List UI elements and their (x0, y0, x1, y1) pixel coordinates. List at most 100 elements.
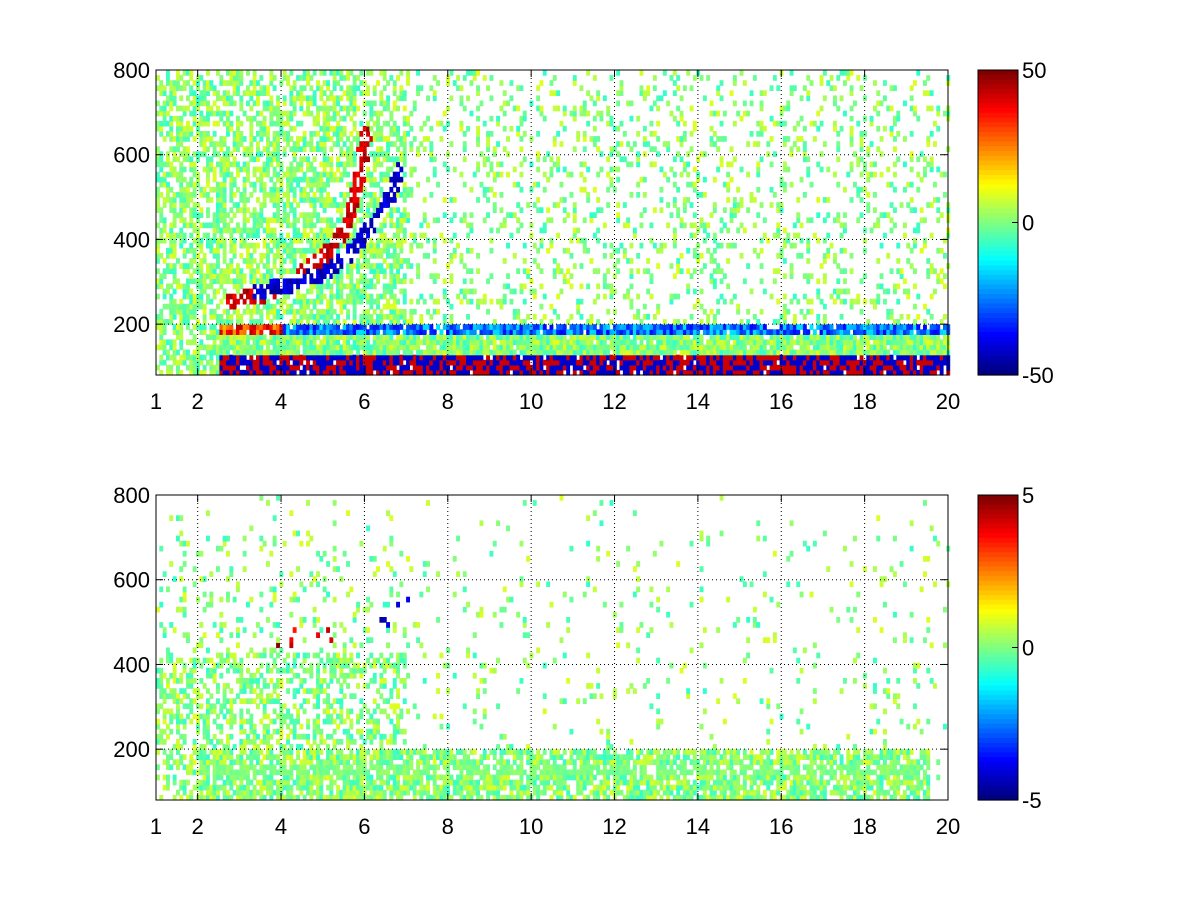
heatmap-cells-bottom (156, 495, 951, 801)
colorbar-swatch (978, 514, 1018, 520)
colorbar-swatch (978, 327, 1018, 333)
colorbar-swatch (978, 747, 1018, 753)
x-axis-top: 1 2 4 6 8 10 12 14 16 18 20 (150, 70, 960, 414)
colorbar-swatch (978, 609, 1018, 615)
colorbar-swatch (978, 647, 1018, 653)
y-tick-label: 200 (113, 737, 150, 762)
colorbar-swatch (978, 566, 1018, 572)
colorbar-swatch (978, 718, 1018, 725)
colorbar-swatch (978, 179, 1018, 185)
colorbar-swatch (978, 495, 1018, 501)
colorbar-swatch (978, 785, 1018, 792)
x-tick-label: 10 (519, 814, 543, 839)
colorbar-swatch (978, 255, 1018, 262)
colorbar-swatch (978, 108, 1018, 114)
colorbar-swatch (978, 661, 1018, 668)
colorbar-swatch (978, 236, 1018, 243)
colorbar-swatch (978, 184, 1018, 190)
colorbar-swatch (978, 274, 1018, 281)
x-tick-label: 12 (602, 389, 626, 414)
x-tick-label: 2 (192, 814, 204, 839)
colorbar-swatch (978, 599, 1018, 606)
plot-frame-top (155, 69, 949, 376)
colorbar-label: 5 (1022, 483, 1034, 508)
colorbar-swatch (978, 518, 1018, 525)
colorbar-swatch (978, 561, 1018, 568)
colorbar-swatch (978, 265, 1018, 271)
colorbar-swatch (978, 146, 1018, 152)
x-tick-label: 10 (519, 389, 543, 414)
heatmap-cells-top (156, 70, 951, 376)
y-tick-label: 200 (113, 312, 150, 337)
colorbar-swatch (978, 780, 1018, 787)
y-tick-label: 800 (113, 58, 150, 83)
colorbar-swatch (978, 499, 1018, 506)
colorbar-swatch (978, 370, 1018, 376)
x-tick-label: 20 (936, 389, 960, 414)
colorbar-swatch (978, 523, 1018, 529)
colorbar-swatch (978, 633, 1018, 639)
colorbar-swatch (978, 98, 1018, 104)
colorbar-swatch (978, 676, 1018, 682)
colorbar-swatch (978, 103, 1018, 109)
y-tick-label: 800 (113, 483, 150, 508)
colorbar-swatch (978, 217, 1018, 224)
colorbar-swatch (978, 322, 1018, 328)
colorbar-swatch (978, 189, 1018, 195)
colorbar-swatch (978, 289, 1018, 295)
colorbar-swatch (978, 771, 1018, 777)
colorbar-swatch (978, 604, 1018, 610)
colorbar-swatch (978, 576, 1018, 582)
colorbar-swatch (978, 270, 1018, 276)
colorbar-swatch (978, 70, 1018, 76)
colorbar-swatch (978, 74, 1018, 81)
x-tick-label: 18 (852, 389, 876, 414)
colorbar-swatch (978, 84, 1018, 90)
colorbar-swatch (978, 203, 1018, 209)
colorbar-swatch (978, 699, 1018, 706)
colorbar-swatch (978, 174, 1018, 181)
colorbar-swatch (978, 533, 1018, 539)
colorbar-swatch (978, 360, 1018, 367)
colorbar-swatch (978, 112, 1018, 119)
colorbar-swatch (978, 260, 1018, 266)
colorbar-label: 50 (1022, 58, 1046, 83)
colorbar-top: 50 0 -50 (977, 58, 1054, 388)
colorbar-swatch (978, 308, 1018, 314)
x-tick-label: 8 (442, 814, 454, 839)
colorbar-swatch (978, 752, 1018, 758)
x-axis-bottom: 1 2 4 6 8 10 12 14 16 18 20 (150, 495, 960, 839)
x-tick-label: 4 (275, 389, 287, 414)
colorbar-swatch (978, 198, 1018, 205)
colorbar-swatch (978, 795, 1018, 801)
colorbar-swatch (978, 666, 1018, 672)
colorbar-swatch (978, 547, 1018, 553)
colorbar-swatch (978, 504, 1018, 510)
colorbar-swatch (978, 212, 1018, 219)
colorbar-swatch (978, 232, 1018, 238)
colorbar-swatch (978, 346, 1018, 352)
x-tick-label: 1 (150, 814, 162, 839)
colorbar-swatch (978, 614, 1018, 620)
colorbar-swatch (978, 303, 1018, 309)
colorbar-swatch (978, 89, 1018, 95)
colorbar-swatch (978, 685, 1018, 691)
colorbar-swatch (978, 738, 1018, 744)
colorbar-swatch (978, 690, 1018, 696)
x-tick-label: 6 (358, 814, 370, 839)
y-axis-bottom: 200 400 600 800 (113, 483, 948, 762)
x-tick-label: 12 (602, 814, 626, 839)
colorbar-swatch (978, 757, 1018, 763)
colorbar-swatch (978, 251, 1018, 257)
colorbar-swatch (978, 141, 1018, 147)
colorbar-swatch (978, 136, 1018, 143)
colorbar-swatch (978, 336, 1018, 343)
colorbar-swatch (978, 671, 1018, 677)
colorbar-swatch (978, 170, 1018, 176)
colorbar-swatch (978, 155, 1018, 162)
colorbar-swatch (978, 131, 1018, 138)
colorbar-label: 0 (1022, 211, 1034, 236)
